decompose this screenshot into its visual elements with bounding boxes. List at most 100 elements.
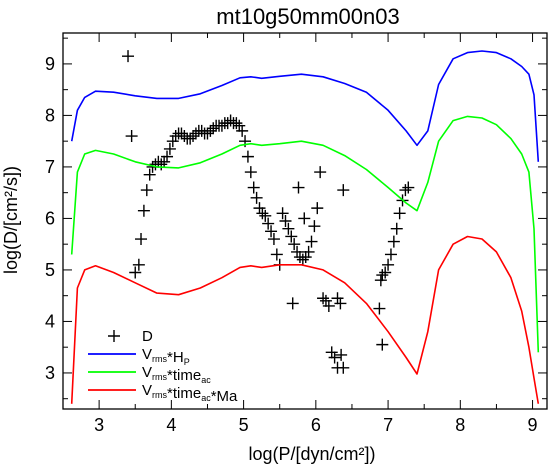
data-point	[132, 258, 145, 271]
data-point	[379, 266, 392, 279]
data-point	[276, 207, 289, 220]
data-point	[286, 297, 299, 310]
data-point	[184, 132, 197, 145]
data-point	[267, 233, 280, 246]
series-line-2	[70, 115, 540, 353]
data-point	[302, 245, 315, 258]
data-point	[161, 150, 174, 163]
data-point	[247, 181, 260, 194]
x-tick-label: 7	[383, 415, 393, 435]
data-point	[298, 212, 311, 225]
data-point	[334, 297, 347, 310]
data-point	[311, 202, 324, 215]
data-point	[244, 166, 257, 179]
data-point	[265, 225, 278, 238]
x-tick-label: 8	[455, 415, 465, 435]
data-point	[137, 204, 150, 217]
legend-label: D	[142, 328, 153, 345]
data-point	[253, 202, 266, 215]
data-point	[399, 184, 412, 197]
data-point	[259, 209, 272, 222]
data-point	[308, 220, 321, 233]
data-point	[322, 299, 335, 312]
data-point	[402, 181, 415, 194]
data-point	[374, 274, 387, 287]
data-point	[233, 119, 246, 132]
data-point	[376, 269, 389, 282]
data-point	[335, 348, 348, 361]
y-tick-label: 8	[45, 105, 55, 125]
data-point	[256, 207, 269, 220]
series-d-markers	[122, 50, 415, 374]
y-tick-label: 9	[45, 54, 55, 74]
x-tick-label: 3	[94, 415, 104, 435]
data-point	[201, 127, 214, 140]
data-point	[175, 127, 188, 140]
data-point	[387, 235, 400, 248]
legend-marker	[108, 330, 120, 342]
legend-label: Vrms*HP	[142, 346, 190, 367]
data-point	[305, 235, 318, 248]
data-point	[291, 245, 304, 258]
data-point	[140, 184, 153, 197]
data-point	[331, 292, 344, 305]
data-point	[296, 253, 309, 266]
data-point	[317, 292, 330, 305]
data-point	[328, 351, 341, 364]
data-point	[166, 135, 179, 148]
data-point	[390, 222, 403, 235]
x-axis-label: log(P/[dyn/cm²])	[248, 444, 375, 464]
data-point	[158, 155, 171, 168]
y-tick-label: 4	[45, 311, 55, 331]
series-layer	[70, 50, 540, 404]
data-point	[122, 50, 135, 63]
data-point	[288, 238, 301, 251]
data-point	[187, 130, 200, 143]
y-tick-label: 3	[45, 363, 55, 383]
data-point	[241, 150, 254, 163]
x-tick-label: 6	[311, 415, 321, 435]
data-point	[292, 181, 305, 194]
legend-item: D	[108, 328, 153, 345]
data-point	[384, 248, 397, 261]
legend-item: Vrms*HP	[88, 346, 190, 367]
data-point	[382, 258, 395, 271]
data-point	[314, 166, 327, 179]
data-point	[337, 361, 350, 374]
y-axis-label: log(D/[cm²/s])	[1, 166, 21, 274]
data-point	[325, 346, 338, 359]
data-point	[319, 294, 332, 307]
data-point	[262, 217, 275, 230]
data-point	[250, 191, 263, 204]
data-point	[129, 266, 142, 279]
data-point	[215, 119, 228, 132]
data-point	[143, 168, 156, 181]
data-point	[163, 142, 176, 155]
data-point	[285, 230, 298, 243]
y-tick-label: 5	[45, 260, 55, 280]
x-tick-label: 4	[166, 415, 176, 435]
series-line-3	[70, 235, 540, 404]
data-point	[125, 130, 138, 143]
x-tick-label: 5	[239, 415, 249, 435]
legend-item: Vrms*timeac*Ma	[88, 382, 238, 405]
data-point	[373, 302, 386, 315]
data-point	[224, 114, 237, 127]
chart-title: mt10g50mm00n03	[216, 4, 399, 29]
data-point	[393, 207, 406, 220]
data-point	[236, 124, 249, 137]
data-point	[279, 215, 292, 227]
data-point	[337, 184, 350, 197]
data-point	[230, 117, 243, 130]
tick-layer: 3 4 5 6 7 8 9 3 4 5 6 7 8 9	[45, 33, 547, 435]
data-point	[376, 338, 389, 351]
legend-label: Vrms*timeac	[142, 364, 211, 385]
data-point	[207, 122, 220, 135]
legend-item: Vrms*timeac	[88, 364, 211, 385]
y-tick-label: 6	[45, 208, 55, 228]
data-point	[204, 124, 217, 137]
y-tick-label: 7	[45, 157, 55, 177]
data-point	[282, 222, 295, 235]
